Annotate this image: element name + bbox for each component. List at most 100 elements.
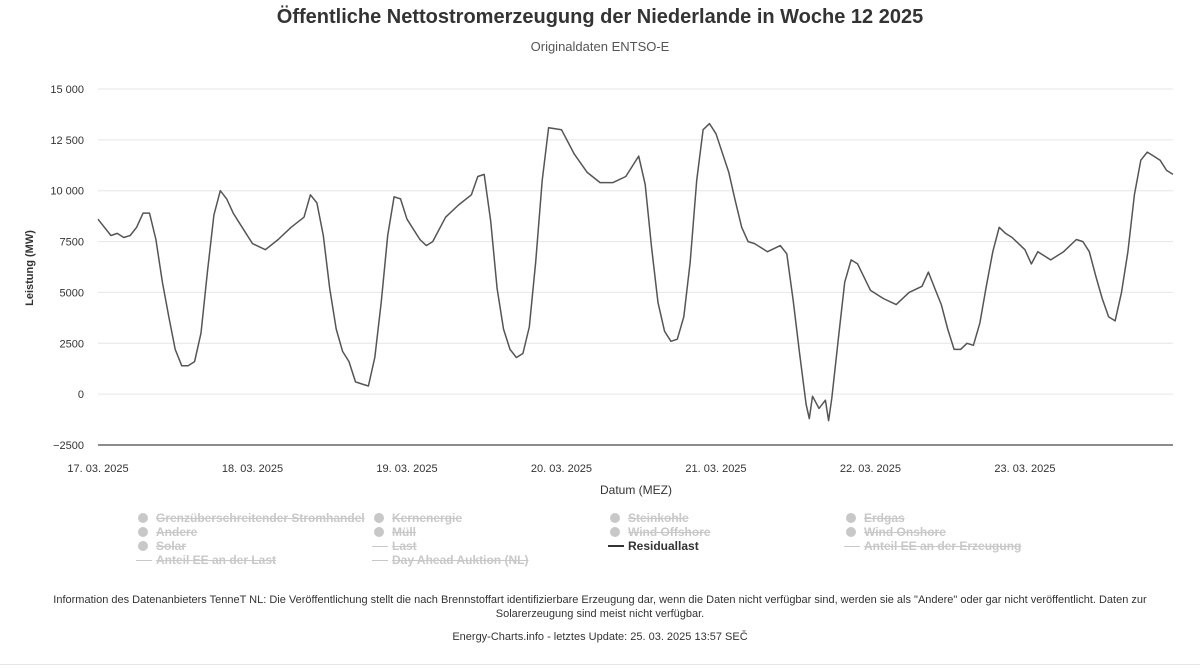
data-point[interactable] (585, 170, 590, 175)
data-point[interactable] (765, 249, 770, 254)
data-point[interactable] (668, 339, 673, 344)
legend-item-kernenergie[interactable]: Kernenergie (372, 511, 462, 525)
data-point[interactable] (804, 402, 809, 407)
data-point[interactable] (849, 257, 854, 262)
data-point[interactable] (926, 270, 931, 275)
data-point[interactable] (224, 196, 229, 201)
data-point[interactable] (424, 243, 429, 248)
data-point[interactable] (656, 300, 661, 305)
data-point[interactable] (739, 225, 744, 230)
data-point[interactable] (443, 215, 448, 220)
data-point[interactable] (327, 286, 332, 291)
legend-item-anteil-ee-an-der-last[interactable]: Anteil EE an der Last (136, 553, 276, 567)
data-point[interactable] (611, 180, 616, 185)
legend-item-müll[interactable]: Müll (372, 525, 416, 539)
data-point[interactable] (186, 363, 191, 368)
legend-item-anteil-ee-an-der-erzeugung[interactable]: Anteil EE an der Erzeugung (844, 539, 1021, 553)
data-point[interactable] (817, 406, 822, 411)
data-point[interactable] (527, 325, 532, 330)
data-point[interactable] (173, 347, 178, 352)
data-point[interactable] (353, 379, 358, 384)
data-point[interactable] (733, 198, 738, 203)
data-point[interactable] (128, 233, 133, 238)
data-point[interactable] (134, 225, 139, 230)
data-point[interactable] (405, 217, 410, 222)
data-point[interactable] (392, 194, 397, 199)
data-point[interactable] (302, 215, 307, 220)
data-point[interactable] (694, 178, 699, 183)
series-line-residuallast[interactable] (97, 122, 1174, 422)
data-point[interactable] (514, 355, 519, 360)
data-point[interactable] (649, 245, 654, 250)
data-point[interactable] (778, 243, 783, 248)
legend-item-day-ahead-auktion-nl[interactable]: Day Ahead Auktion (NL) (372, 553, 528, 567)
data-point[interactable] (205, 270, 210, 275)
data-point[interactable] (250, 241, 255, 246)
data-point[interactable] (726, 170, 731, 175)
data-point[interactable] (810, 394, 815, 399)
data-point[interactable] (1022, 247, 1027, 252)
data-point[interactable] (836, 337, 841, 342)
data-point[interactable] (1119, 290, 1124, 295)
data-point[interactable] (456, 203, 461, 208)
data-point[interactable] (546, 125, 551, 130)
data-point[interactable] (199, 331, 204, 336)
data-point[interactable] (372, 355, 377, 360)
data-point[interactable] (469, 192, 474, 197)
data-point[interactable] (807, 416, 812, 421)
data-point[interactable] (314, 200, 319, 205)
data-point[interactable] (147, 211, 152, 216)
data-point[interactable] (520, 351, 525, 356)
data-point[interactable] (192, 359, 197, 364)
data-point[interactable] (868, 288, 873, 293)
data-point[interactable] (366, 384, 371, 389)
legend-item-residuallast[interactable]: Residuallast (608, 539, 699, 553)
legend-item-steinkohle[interactable]: Steinkohle (608, 511, 689, 525)
data-point[interactable] (997, 225, 1002, 230)
data-point[interactable] (308, 192, 313, 197)
data-point[interactable] (746, 239, 751, 244)
data-point[interactable] (559, 127, 564, 132)
data-point[interactable] (791, 298, 796, 303)
data-point[interactable] (977, 320, 982, 325)
data-point[interactable] (96, 217, 101, 222)
data-point[interactable] (359, 382, 364, 387)
data-point[interactable] (826, 418, 831, 423)
legend-item-solar[interactable]: Solar (136, 539, 186, 553)
data-point[interactable] (1145, 150, 1150, 155)
legend-item-wind-onshore[interactable]: Wind Onshore (844, 525, 946, 539)
data-point[interactable] (475, 174, 480, 179)
data-point[interactable] (701, 127, 706, 132)
data-point[interactable] (984, 284, 989, 289)
legend-item-last[interactable]: Last (372, 539, 417, 553)
data-point[interactable] (179, 363, 184, 368)
data-point[interactable] (108, 233, 113, 238)
data-point[interactable] (115, 231, 120, 236)
data-point[interactable] (347, 359, 352, 364)
data-point[interactable] (829, 396, 834, 401)
data-point[interactable] (1138, 158, 1143, 163)
data-point[interactable] (482, 172, 487, 177)
data-point[interactable] (990, 249, 995, 254)
data-point[interactable] (971, 343, 976, 348)
data-point[interactable] (842, 280, 847, 285)
data-point[interactable] (430, 239, 435, 244)
data-point[interactable] (1048, 257, 1053, 262)
data-point[interactable] (508, 347, 513, 352)
data-point[interactable] (643, 182, 648, 187)
legend-item-andere[interactable]: Andere (136, 525, 197, 539)
data-point[interactable] (211, 213, 216, 218)
data-point[interactable] (289, 225, 294, 230)
data-point[interactable] (752, 241, 757, 246)
data-point[interactable] (231, 211, 236, 216)
data-point[interactable] (823, 398, 828, 403)
data-point[interactable] (1158, 158, 1163, 163)
data-point[interactable] (1113, 318, 1118, 323)
data-point[interactable] (417, 237, 422, 242)
data-point[interactable] (1171, 172, 1176, 177)
data-point[interactable] (533, 259, 538, 264)
data-point[interactable] (1003, 231, 1008, 236)
data-point[interactable] (501, 327, 506, 332)
data-point[interactable] (218, 188, 223, 193)
data-point[interactable] (1100, 296, 1105, 301)
